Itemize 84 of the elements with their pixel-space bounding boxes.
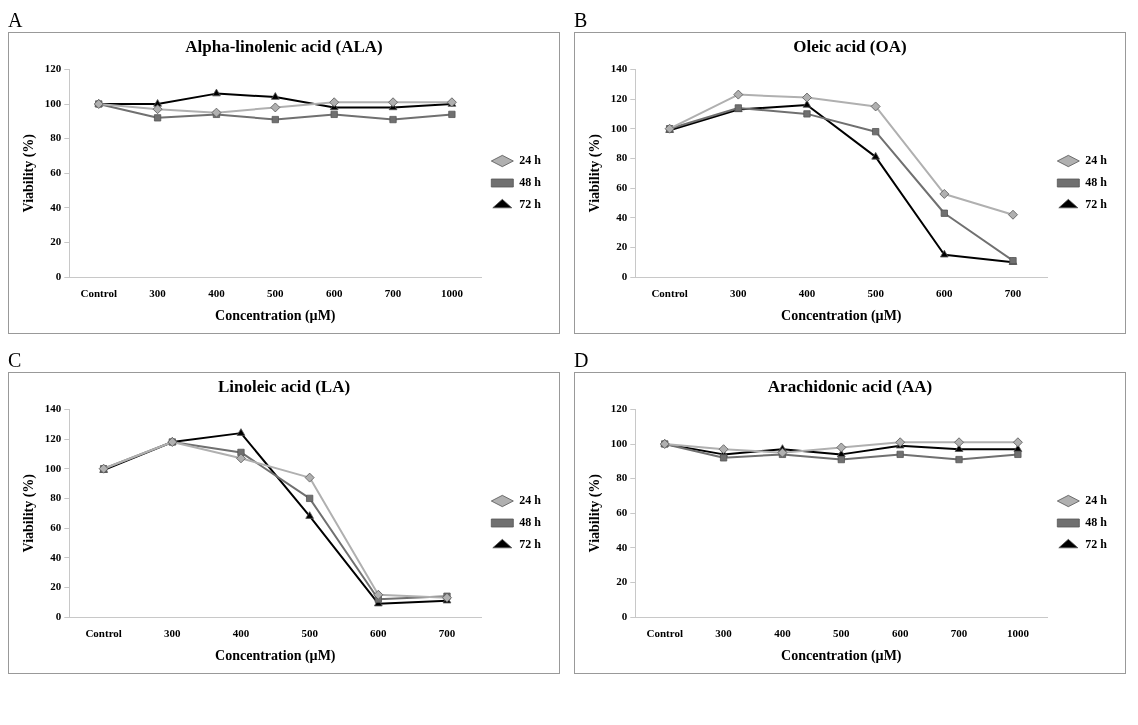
legend-label: 48 h [1085,515,1108,530]
x-tick-label: 400 [774,627,792,640]
y-tick-label: 120 [44,62,62,75]
y-tick-label: 40 [616,210,628,223]
x-tick-label: 600 [936,287,954,300]
y-tick-label: 0 [55,609,62,622]
x-tick-label: 400 [798,287,816,300]
legend-label: 48 h [519,515,542,530]
y-tick-label: 80 [616,151,628,164]
x-tick-label: Control [85,627,122,640]
y-tick-label: 20 [616,240,628,253]
y-tick-label: 80 [50,131,62,144]
legend-label: 24 h [1085,493,1108,508]
y-tick-label: 100 [610,436,628,449]
legend-label: 72 h [1085,197,1108,212]
x-tick-label: 700 [950,627,968,640]
y-tick-label: 20 [616,575,628,588]
x-tick-label: 600 [891,627,909,640]
legend-label: 72 h [519,537,542,552]
legend-label: 24 h [1085,153,1108,168]
y-tick-label: 120 [44,431,62,444]
y-tick-label: 0 [621,609,628,622]
text: C [8,348,23,372]
legend-label: 72 h [519,197,542,212]
chart-title: Alpha-linolenic acid (ALA) [185,36,383,56]
y-tick-label: 40 [616,540,628,553]
legend-label: 24 h [519,493,542,508]
y-tick-label: 60 [616,506,628,519]
x-tick-label: 700 [1004,287,1022,300]
legend-label: 48 h [1085,175,1108,190]
y-tick-label: 100 [44,96,62,109]
y-tick-label: 100 [44,461,62,474]
chart-title: Oleic acid (OA) [793,36,907,56]
y-axis-title: Viability (%) [587,133,604,213]
legend-label: 72 h [1085,537,1108,552]
x-tick-label: 300 [164,627,182,640]
x-tick-label: 500 [267,287,285,300]
x-tick-label: 300 [149,287,167,300]
y-tick-label: 0 [621,269,628,282]
x-tick-label: 700 [384,287,402,300]
x-tick-label: 300 [730,287,748,300]
x-tick-label: 1000 [1006,627,1030,640]
chart-title: Linoleic acid (LA) [217,376,351,396]
x-tick-label: Control [651,287,688,300]
y-tick-label: 140 [610,62,628,75]
y-axis-title: Viability (%) [21,133,38,213]
text: D [574,348,590,372]
y-tick-label: 120 [610,91,628,104]
y-tick-label: 120 [610,402,628,415]
legend-label: 24 h [519,153,542,168]
y-tick-label: 60 [50,166,62,179]
y-tick-label: 80 [50,491,62,504]
chart-title: Arachidonic acid (AA) [767,376,933,396]
y-axis-title: Viability (%) [21,473,38,553]
x-tick-label: 500 [833,627,851,640]
legend-label: 48 h [519,175,542,190]
y-tick-label: 60 [616,180,628,193]
y-tick-label: 60 [50,520,62,533]
x-tick-label: 600 [325,287,343,300]
x-tick-label: 300 [715,627,733,640]
y-axis-title: Viability (%) [587,473,604,553]
text: A [8,8,24,32]
y-tick-label: 40 [50,200,62,213]
x-axis-title: Concentration (µM) [781,648,902,665]
x-tick-label: 1000 [440,287,464,300]
y-tick-label: 0 [55,269,62,282]
text: B [574,8,589,32]
y-tick-label: 80 [616,471,628,484]
x-tick-label: 500 [867,287,885,300]
x-axis-title: Concentration (µM) [215,308,336,325]
y-tick-label: 140 [44,402,62,415]
y-tick-label: 20 [50,235,62,248]
x-tick-label: 500 [301,627,319,640]
x-tick-label: 600 [370,627,388,640]
y-tick-label: 40 [50,550,62,563]
x-tick-label: Control [646,627,683,640]
x-tick-label: Control [80,287,117,300]
x-axis-title: Concentration (µM) [215,648,336,665]
x-axis-title: Concentration (µM) [781,308,902,325]
x-tick-label: 700 [438,627,456,640]
x-tick-label: 400 [208,287,226,300]
x-tick-label: 400 [232,627,250,640]
y-tick-label: 100 [610,121,628,134]
y-tick-label: 20 [50,580,62,593]
